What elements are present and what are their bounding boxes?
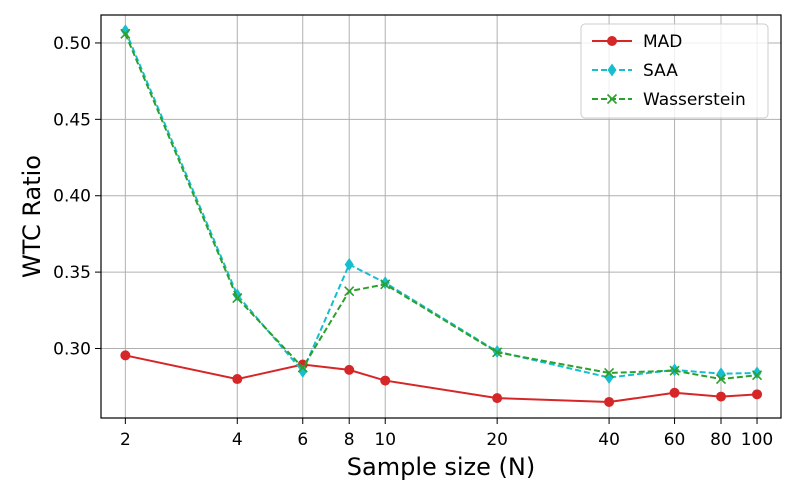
data-point-mad [716, 391, 727, 402]
data-point-wasserstein [669, 365, 680, 376]
data-point-wasserstein [751, 370, 763, 381]
series-layer [120, 24, 763, 407]
legend-marker-mad [607, 36, 617, 46]
x-axis-title: Sample size (N) [347, 453, 535, 481]
legend: MAD SAA Wasserstein [580, 23, 769, 119]
data-point-wasserstein [344, 286, 355, 297]
legend-label-saa: SAA [643, 61, 678, 81]
data-point-mad [604, 396, 615, 407]
legend-marker-saa [607, 63, 617, 77]
data-point-mad [120, 350, 131, 361]
legend-label-mad: MAD [643, 32, 682, 52]
y-tick-label: 0.40 [53, 187, 91, 207]
data-point-wasserstein [297, 362, 308, 373]
data-point-saa [298, 364, 308, 378]
x-tick-label: 4 [232, 430, 243, 450]
x-tick-label: 60 [664, 430, 686, 450]
series-wasserstein [120, 28, 763, 385]
data-point-mad [232, 374, 243, 385]
y-axis-ticks: 0.30 0.35 0.40 0.45 0.50 [53, 34, 101, 359]
y-tick-label: 0.30 [53, 339, 91, 359]
x-tick-label: 20 [486, 430, 508, 450]
data-point-saa [752, 366, 762, 380]
data-point-wasserstein [380, 279, 391, 290]
data-point-saa [344, 257, 354, 271]
data-point-mad [669, 387, 680, 398]
data-point-wasserstein [715, 373, 727, 385]
series-mad [120, 350, 763, 407]
y-tick-label: 0.45 [53, 110, 91, 130]
x-axis-ticks: 2 4 6 8 10 20 40 60 80 100 [120, 418, 773, 450]
y-axis-title: WTC Ratio [18, 155, 46, 278]
plot-frame [100, 14, 782, 419]
x-tick-label: 80 [710, 430, 732, 450]
data-point-wasserstein [120, 28, 131, 39]
data-point-wasserstein [604, 367, 615, 378]
series-line-mad [125, 354, 758, 403]
data-point-wasserstein [232, 293, 243, 304]
legend-marker-wasserstein [606, 93, 618, 105]
data-point-saa [120, 24, 130, 38]
series-line-wasserstein [124, 33, 758, 381]
x-tick-label: 100 [741, 430, 773, 450]
data-point-wasserstein [492, 347, 503, 358]
data-point-mad [380, 375, 391, 386]
y-tick-label: 0.35 [53, 263, 91, 283]
x-tick-label: 2 [120, 430, 131, 450]
y-tick-label: 0.50 [53, 34, 91, 54]
data-point-mad [344, 364, 355, 375]
grid-lines [101, 15, 781, 418]
data-point-mad [752, 389, 763, 400]
x-tick-label: 40 [598, 430, 620, 450]
data-point-mad [492, 393, 503, 404]
x-tick-label: 6 [297, 430, 308, 450]
x-tick-label: 8 [344, 430, 355, 450]
legend-label-wasserstein: Wasserstein [643, 90, 746, 110]
legend-box [580, 23, 769, 119]
x-tick-label: 10 [374, 430, 396, 450]
